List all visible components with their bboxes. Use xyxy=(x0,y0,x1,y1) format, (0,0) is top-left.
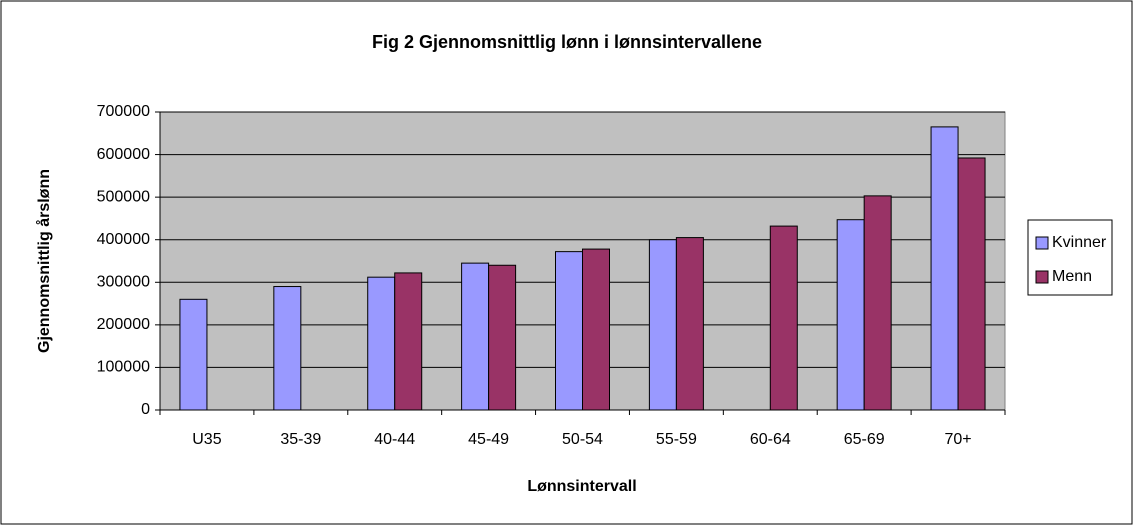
x-tick-label: 70+ xyxy=(944,431,971,448)
bar xyxy=(488,264,517,411)
x-tick-label: 45-49 xyxy=(468,431,509,448)
y-tick-label: 200000 xyxy=(97,316,150,333)
y-tick-label: 700000 xyxy=(97,103,150,120)
x-tick-label: 35-39 xyxy=(280,431,321,448)
legend-swatch xyxy=(1035,236,1049,250)
x-tick-label: 65-69 xyxy=(844,431,885,448)
bar xyxy=(582,248,610,411)
bar xyxy=(863,195,892,411)
legend-label: Menn xyxy=(1052,268,1092,285)
bar xyxy=(555,251,583,411)
y-tick-label: 100000 xyxy=(97,359,150,376)
bar xyxy=(461,262,490,411)
x-axis-title: Lønnsintervall xyxy=(527,478,636,495)
y-tick-label: 400000 xyxy=(97,231,150,248)
x-tick-label: 60-64 xyxy=(750,431,791,448)
bar xyxy=(367,276,396,411)
x-tick-label: 40-44 xyxy=(374,431,415,448)
legend-swatch xyxy=(1035,270,1049,284)
bar xyxy=(273,286,302,411)
bar xyxy=(648,239,677,411)
legend-label: Kvinner xyxy=(1052,234,1107,251)
bar xyxy=(394,272,423,411)
bar xyxy=(675,237,704,411)
bar xyxy=(957,157,986,411)
bar xyxy=(930,126,959,411)
bar xyxy=(179,298,208,411)
y-axis-title: Gjennomsnittlig årslønn xyxy=(35,169,53,353)
y-tick-label: 500000 xyxy=(97,188,150,205)
chart-title: Fig 2 Gjennomsnittlig lønn i lønnsinterv… xyxy=(372,32,762,52)
y-tick-label: 600000 xyxy=(97,146,150,163)
bar xyxy=(836,219,865,411)
x-tick-label: 50-54 xyxy=(562,431,603,448)
y-tick-label: 300000 xyxy=(97,274,150,291)
y-tick-label: 0 xyxy=(141,401,150,418)
x-tick-label: 55-59 xyxy=(656,431,697,448)
x-tick-label: U35 xyxy=(192,431,221,448)
bar xyxy=(769,225,798,411)
